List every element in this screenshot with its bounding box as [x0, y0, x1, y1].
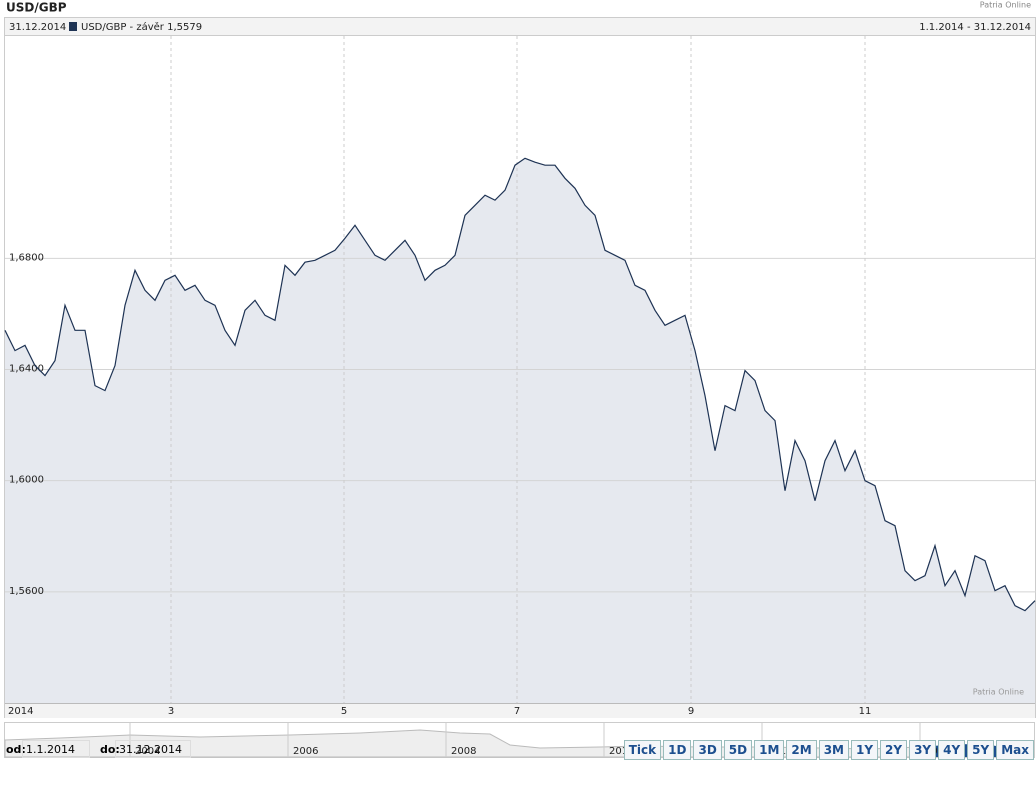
to-label: do: — [100, 743, 120, 756]
from-label: od: — [6, 743, 26, 756]
range-button[interactable]: Tick — [623, 740, 662, 760]
range-buttons: Tick 1D 3D 5D 1M 2M 3M 1Y 2Y 3Y 4Y 5Y Max — [623, 740, 1034, 760]
range-button[interactable]: 2Y — [880, 740, 908, 760]
y-tick-label: 1,6000 — [9, 475, 44, 486]
header-bar — [5, 18, 1035, 35]
header-date: 31.12.2014 — [9, 22, 66, 33]
navigator-label: 2004 — [135, 746, 160, 757]
legend-swatch — [69, 22, 77, 31]
navigator-label: 2008 — [451, 746, 476, 757]
navigator-label: 2014 — [925, 746, 950, 757]
range-button[interactable]: 1Y — [850, 740, 879, 760]
area-fill — [5, 158, 1035, 704]
range-button[interactable]: 1M — [754, 740, 785, 760]
x-tick-label: 5 — [341, 706, 347, 717]
y-tick-label: 1,6400 — [9, 364, 44, 375]
x-axis-bar — [5, 703, 1035, 718]
y-tick-label: 1,6800 — [9, 252, 44, 263]
date-range: 1.1.2014 - 31.12.2014 — [919, 22, 1031, 33]
navigator-label: 2006 — [293, 746, 318, 757]
x-tick-label: 7 — [514, 706, 520, 717]
range-button[interactable]: 5D — [723, 740, 753, 760]
x-tick-label: 3 — [168, 706, 174, 717]
watermark: Patria Online — [973, 688, 1024, 697]
range-button[interactable]: 2M — [786, 740, 817, 760]
y-tick-label: 1,5600 — [9, 586, 44, 597]
range-button[interactable]: Max — [996, 740, 1034, 760]
x-tick-label: 11 — [859, 706, 872, 717]
range-button[interactable]: 4Y — [938, 740, 966, 760]
x-tick-label: 9 — [688, 706, 694, 717]
x-tick-label: 2014 — [8, 706, 33, 717]
to-input[interactable]: 31.12.2014 — [115, 740, 191, 758]
navigator-label: 2010 — [609, 746, 634, 757]
range-button[interactable]: 5Y — [967, 740, 995, 760]
brand: Patria Online — [980, 1, 1031, 10]
line — [4, 157, 1036, 612]
legend-label: USD/GBP - závěr 1,5579 — [81, 21, 202, 33]
range-button[interactable]: 3Y — [909, 740, 937, 760]
range-button[interactable]: 1D — [663, 740, 692, 760]
title: USD/GBP — [6, 1, 67, 15]
range-button[interactable]: 3M — [818, 740, 849, 760]
from-input[interactable]: 1.1.2014 — [22, 740, 90, 758]
range-button[interactable]: 3D — [693, 740, 722, 760]
